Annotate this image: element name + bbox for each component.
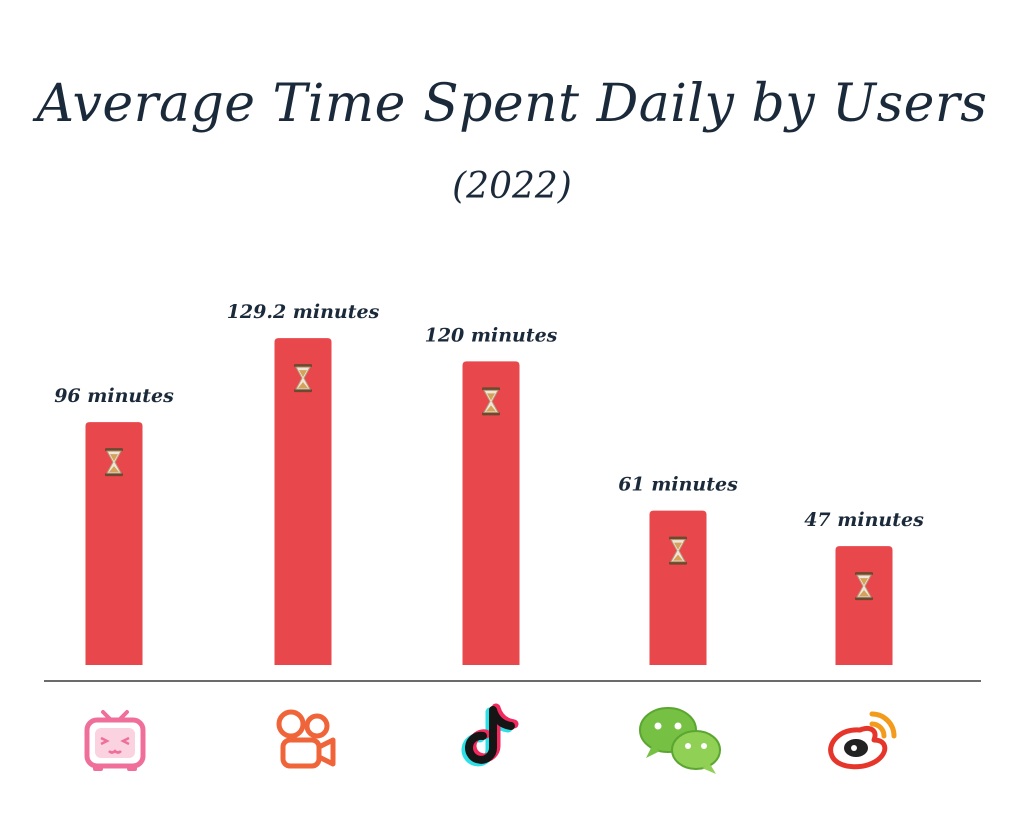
bar-value-label: 120 minutes [425, 324, 558, 346]
bar-group: 61 minutes [618, 474, 738, 665]
hourglass-icon [855, 572, 873, 601]
hourglass-icon [482, 387, 500, 416]
bar-group: 47 minutes [804, 509, 924, 665]
category-icons [84, 703, 897, 774]
bars-layer: 96 minutes 129.2 minutes 120 minutes 61 min… [54, 301, 924, 665]
bar [274, 338, 332, 665]
bar-group: 120 minutes [425, 324, 558, 665]
bar-group: 96 minutes [54, 385, 174, 665]
bar-group: 129.2 minutes [227, 301, 380, 665]
chart-title: Average Time Spent Daily by Users [36, 74, 988, 134]
bar [835, 546, 893, 665]
weibo-icon [828, 711, 897, 770]
kuaishou-icon [276, 709, 336, 769]
bar-value-label: 129.2 minutes [227, 301, 380, 323]
hourglass-icon [105, 448, 123, 477]
bar [85, 422, 143, 665]
bilibili-icon [84, 710, 146, 771]
bar [462, 361, 520, 665]
chart-subtitle: (2022) [452, 166, 572, 207]
bar-value-label: 96 minutes [54, 385, 174, 407]
bar [649, 510, 707, 665]
wechat-icon [639, 707, 721, 774]
hourglass-icon [294, 364, 312, 393]
bar-value-label: 47 minutes [804, 509, 924, 531]
tiktok-icon [461, 703, 519, 767]
hourglass-icon [669, 536, 687, 565]
bar-value-label: 61 minutes [618, 474, 738, 496]
